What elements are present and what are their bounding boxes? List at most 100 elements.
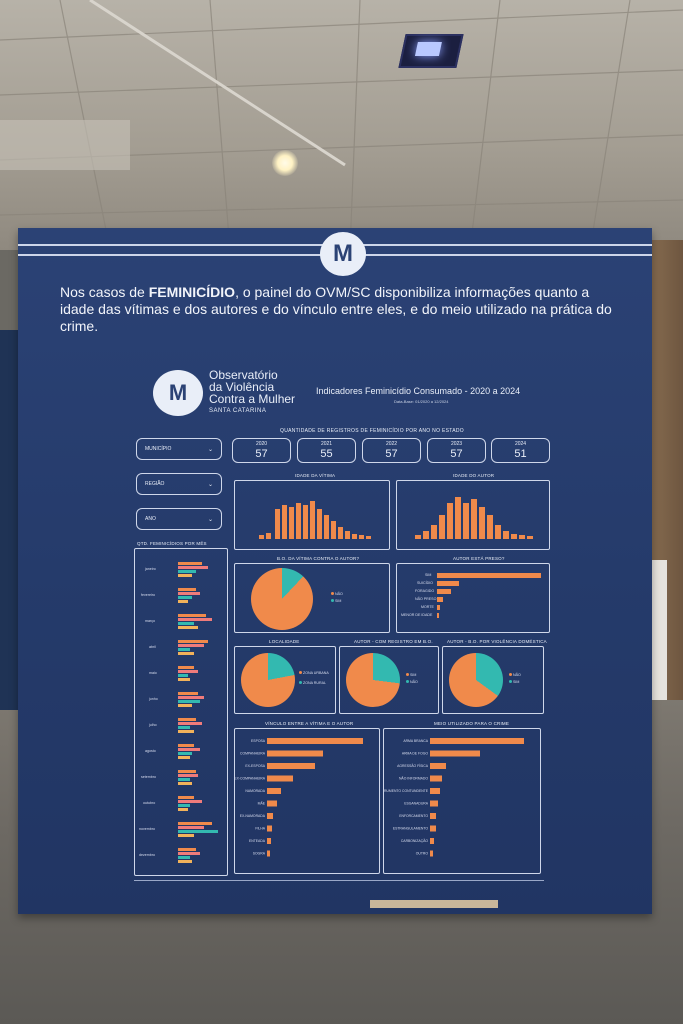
chart-bar xyxy=(447,503,453,539)
bar-label: EX-COMPANHEIRA xyxy=(235,777,266,781)
bar-label: ENTEADA xyxy=(249,839,266,843)
month-bar xyxy=(178,752,192,755)
panel-bo-vitima: B.O. DA VÍTIMA CONTRA O AUTOR? NÃO SIM xyxy=(234,556,390,633)
chart-bar xyxy=(259,535,264,539)
chart-bar xyxy=(267,850,270,857)
chart-bar xyxy=(479,507,485,539)
month-bar xyxy=(178,648,190,651)
chart-bar xyxy=(267,838,271,844)
chart-bar xyxy=(266,533,271,539)
bar-label: ARMA DE FOGO xyxy=(402,752,429,756)
month-bar xyxy=(178,796,194,799)
month-bar xyxy=(178,666,194,669)
bar-label: NAMORADA xyxy=(245,789,265,793)
chart-bar xyxy=(303,505,308,539)
month-bar xyxy=(178,570,196,573)
month-bar xyxy=(178,596,192,599)
panel-idade-autor: IDADE DO AUTOR xyxy=(396,473,550,550)
meio-bar-chart: ARMA BRANCA ARMA DE FOGO AGRESSÃO FÍSICA NÃ… xyxy=(384,738,524,857)
chart-bar xyxy=(431,525,437,539)
month-bar xyxy=(178,562,202,565)
bottom-divider xyxy=(134,880,544,881)
bar-label: ENFORCAMENTO xyxy=(399,814,428,818)
panel-title: AUTOR ESTÁ PRESO? xyxy=(453,556,505,561)
pie-chart xyxy=(241,653,295,707)
chart-bar xyxy=(331,521,336,539)
month-bar xyxy=(178,588,196,591)
bar-label: OUTRO xyxy=(416,852,429,856)
month-bar xyxy=(178,696,204,699)
panel-vinculo: VÍNCULO ENTRE A VÍTIMA E O AUTOR ESPOSA C… xyxy=(234,721,380,874)
month-label: setembro xyxy=(141,775,156,779)
bar-label: ESPOSA xyxy=(251,739,266,743)
chart-bar xyxy=(366,536,371,539)
chart-bar xyxy=(463,503,469,539)
ovm-logo-icon: M xyxy=(320,232,366,276)
chart-bar xyxy=(430,850,433,857)
chart-bar xyxy=(487,515,493,539)
chart-bar xyxy=(455,497,461,539)
panel-autor-preso: AUTOR ESTÁ PRESO? SIM SUICÍDIO FORAGIDO … xyxy=(396,556,550,633)
year-card-2021: 2021 55 xyxy=(297,438,356,463)
chevron-down-icon: ⌄ xyxy=(207,447,213,453)
chart-bar xyxy=(527,536,533,539)
month-bar xyxy=(178,614,206,617)
panel-title: AUTOR - COM REGISTRO EM B.O. xyxy=(354,639,433,644)
chart-bar xyxy=(437,605,440,610)
vinculo-bar-chart: ESPOSA COMPANHEIRA EX-ESPOSA EX-COMPANHEIRA… xyxy=(235,738,363,857)
month-bar xyxy=(178,652,194,655)
chart-bar xyxy=(423,531,429,539)
month-bar xyxy=(178,782,192,785)
chart-bar xyxy=(437,589,451,594)
quantity-title: QUANTIDADE DE REGISTROS DE FEMINICÍDIO P… xyxy=(280,428,464,434)
month-bar xyxy=(178,834,194,837)
year-card-2023: 2023 57 xyxy=(427,438,486,463)
month-bar xyxy=(178,574,192,577)
month-label: fevereiro xyxy=(141,593,155,597)
chart-bar xyxy=(430,763,446,769)
panel-autor-violencia: AUTOR - B.O. POR VIOLÊNCIA DOMÉSTICA NÃO… xyxy=(442,639,547,714)
filter-ano[interactable]: ANO ⌄ xyxy=(136,508,222,530)
month-bar xyxy=(178,592,200,595)
month-bar xyxy=(178,622,194,625)
filter-municipio[interactable]: MUNICÍPIO ⌄ xyxy=(136,438,222,460)
feminicide-info-board: M Nos casos de FEMINICÍDIO, o painel do … xyxy=(18,228,652,914)
chart-bar xyxy=(437,613,439,618)
bar-label: EX-NAMORADA xyxy=(240,814,266,818)
chart-bar xyxy=(267,750,323,757)
month-label: maio xyxy=(149,671,157,675)
brand-logo-icon: M xyxy=(153,370,203,416)
panel-title: B.O. DA VÍTIMA CONTRA O AUTOR? xyxy=(277,556,360,561)
chart-bar xyxy=(359,535,364,539)
bar-label: SOGRA xyxy=(253,852,266,856)
ceiling-grid xyxy=(0,0,683,250)
panel-title: IDADE DO AUTOR xyxy=(453,473,495,478)
brand-block: M Observatório da Violência Contra a Mul… xyxy=(153,369,295,417)
chevron-down-icon: ⌄ xyxy=(207,517,213,523)
ceiling xyxy=(0,0,683,250)
panel-title: VÍNCULO ENTRE A VÍTIMA E O AUTOR xyxy=(265,721,354,726)
month-bar xyxy=(178,722,202,725)
panel-localidade: LOCALIDADE ZONA URBANA ZONA RURAL xyxy=(234,639,336,714)
month-bar xyxy=(178,718,196,721)
month-bar xyxy=(178,770,196,773)
chart-bar xyxy=(345,531,350,539)
panel-title: QTD. FEMINICÍDIOS POR MÊS xyxy=(137,541,207,546)
bar-label: ARMA BRANCA xyxy=(403,739,428,743)
filter-regiao[interactable]: REGIÃO ⌄ xyxy=(136,473,222,495)
panel-title: IDADE DA VÍTIMA xyxy=(295,473,336,478)
panel-meio: MEIO UTILIZADO PARA O CRIME ARMA BRANCA A… xyxy=(383,721,541,874)
chart-bar xyxy=(317,509,322,539)
chevron-down-icon: ⌄ xyxy=(207,482,213,488)
chart-bar xyxy=(511,534,517,539)
ceiling-blue-light xyxy=(398,34,464,68)
ceiling-spotlight xyxy=(272,150,298,176)
chart-bar xyxy=(519,535,525,539)
bar-label: CARBONIZAÇÃO xyxy=(401,838,428,843)
chart-bar xyxy=(267,738,363,744)
month-label: outubro xyxy=(143,801,156,805)
bar-label: NÃO INFORMADO xyxy=(399,776,428,781)
month-bar xyxy=(178,674,188,677)
month-bar xyxy=(178,678,190,681)
month-bar xyxy=(178,848,196,851)
